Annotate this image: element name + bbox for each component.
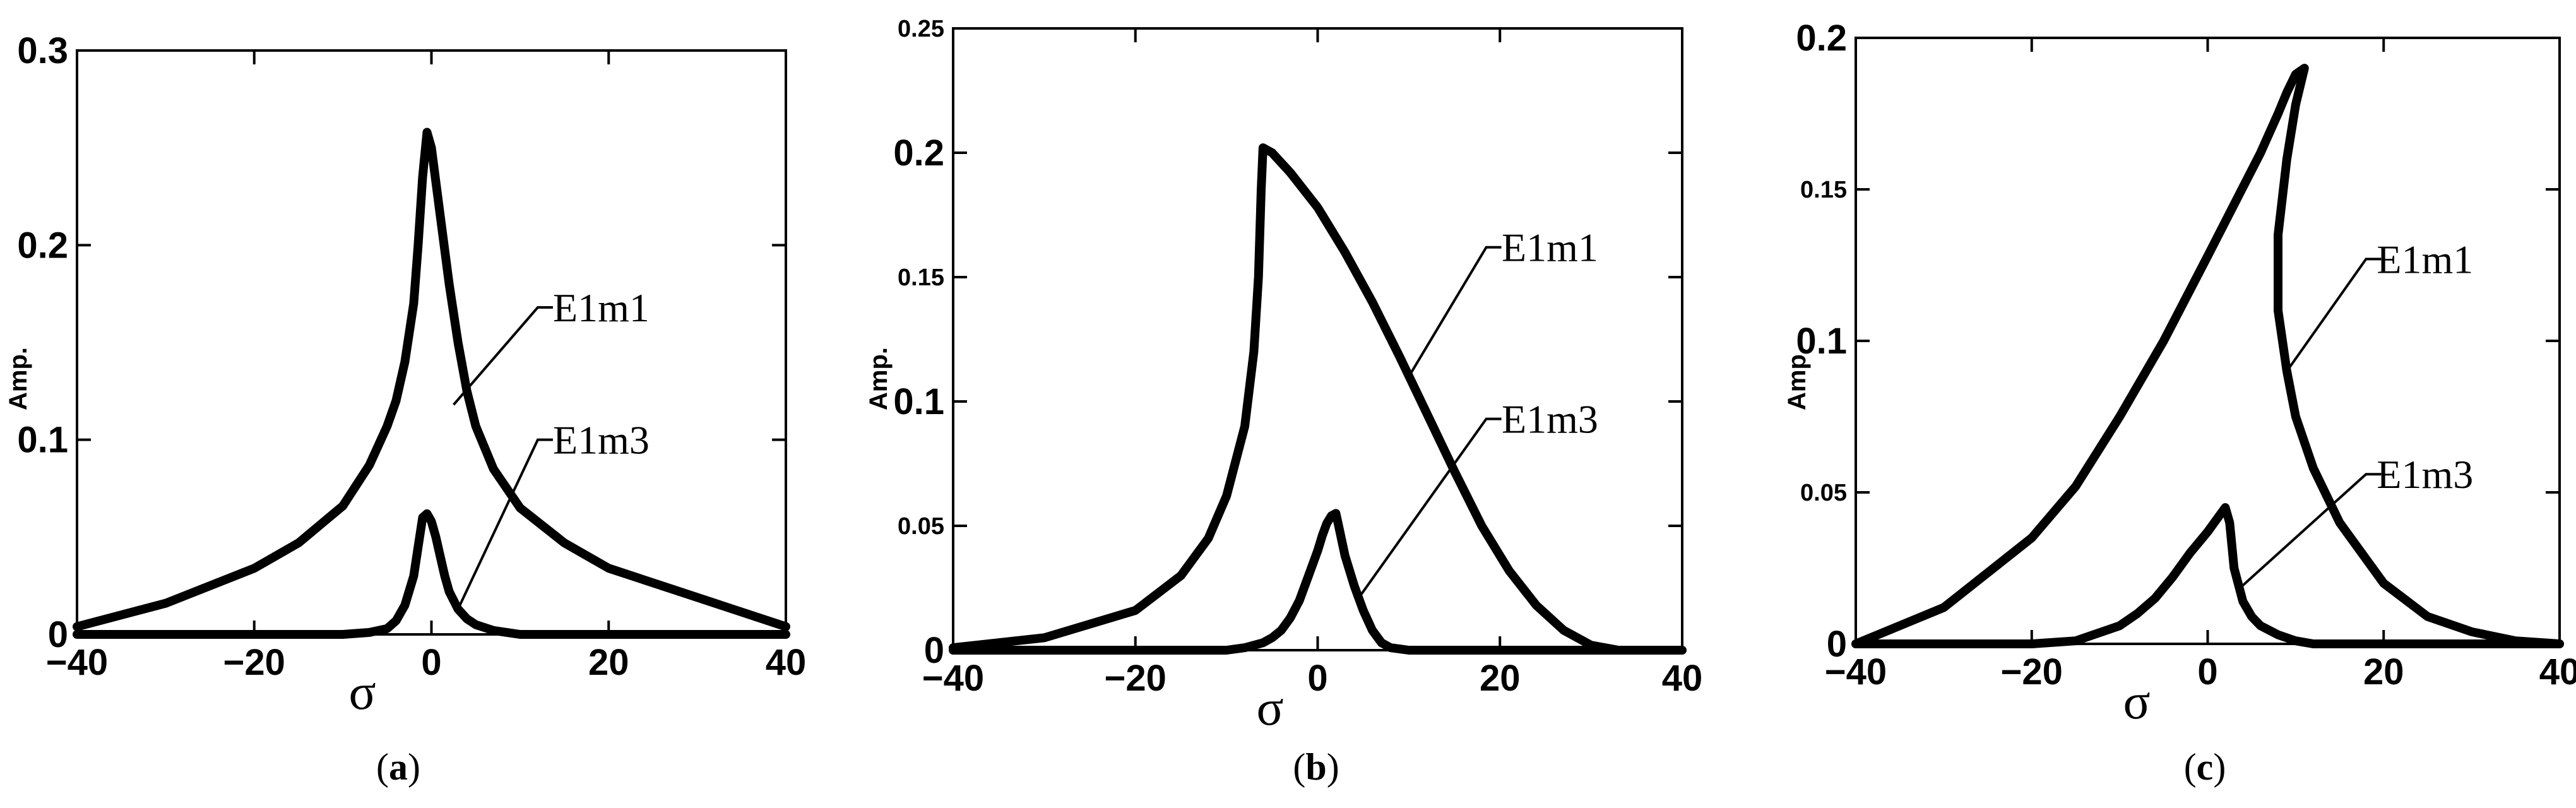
y-tick-label: 0.1	[17, 420, 68, 461]
annotation-leader	[2286, 258, 2382, 372]
y-tick-label: 0.3	[17, 30, 68, 71]
x-tick-label: 40	[766, 642, 807, 683]
y-tick-label: 0.1	[893, 381, 944, 422]
x-tick-label: 0	[2197, 651, 2217, 692]
y-tick-label: 0.1	[1796, 321, 1847, 362]
y-tick-label: 0.2	[1796, 18, 1847, 59]
series-line-e1m3	[949, 509, 1687, 655]
y-tick-label: 0.15	[1800, 177, 1847, 203]
panel-caption: (c)	[2184, 746, 2226, 788]
y-tick-label: 0.05	[1800, 480, 1847, 506]
series-label-e1m1: E1m1	[2377, 237, 2473, 282]
plot-frame	[1855, 37, 2561, 645]
series-label-e1m3: E1m3	[553, 418, 650, 463]
panel-caption: (b)	[1293, 746, 1339, 788]
series-line-e1m3	[73, 509, 790, 639]
series-line-e1m1	[1851, 64, 2564, 648]
series-line-e1m3	[1851, 503, 2564, 648]
x-tick-label: 20	[2363, 651, 2404, 692]
x-tick-label: −20	[1105, 658, 1166, 699]
series-line-e1m1	[73, 128, 790, 631]
x-tick-label: −40	[922, 658, 984, 699]
y-tick-label: 0	[48, 614, 68, 655]
y-axis-label: Amp.	[4, 347, 32, 410]
panel-a: −40 −20 0 20 40 0 0.1 0.2 0.3 Amp. σ E1m1 E1m3 (a)	[4, 30, 806, 788]
y-tick-label: 0.05	[898, 513, 944, 540]
x-axis-label: σ	[2123, 674, 2150, 730]
x-tick-label: 0	[421, 642, 441, 683]
y-tick-label: 0	[924, 630, 944, 671]
y-tick-label: 0	[1827, 624, 1847, 665]
y-tick-label: 0.2	[893, 133, 944, 174]
x-tick-label: 0	[1307, 658, 1327, 699]
x-tick-label: 40	[2539, 651, 2576, 692]
annotation-leader	[453, 306, 553, 406]
x-axis-label: σ	[348, 665, 376, 720]
annotation-leader	[1357, 417, 1502, 599]
x-tick-label: −40	[46, 642, 108, 683]
y-axis-label: Amp.	[1783, 347, 1811, 410]
x-tick-label: −40	[1825, 651, 1887, 692]
y-axis-label: Amp.	[865, 347, 893, 410]
series-line-e1m1	[949, 143, 1623, 655]
x-tick-label: 20	[588, 642, 629, 683]
series-label-e1m1: E1m1	[1502, 225, 1598, 270]
x-tick-label: 20	[1480, 658, 1521, 699]
y-tick-label: 0.15	[898, 264, 944, 291]
series-label-e1m1: E1m1	[553, 285, 650, 330]
x-tick-label: −20	[2001, 651, 2063, 692]
x-tick-label: −20	[223, 642, 285, 683]
series-label-e1m3: E1m3	[2377, 452, 2473, 497]
panel-caption: (a)	[376, 746, 420, 788]
y-tick-label: 0.25	[898, 16, 944, 42]
panel-c: −40 −20 0 20 40 0 0.05 0.1 0.15 0.2 Amp. σ E1m1 E1m3 (…	[1783, 18, 2576, 788]
annotation-leader	[1408, 246, 1502, 377]
panel-b: −40 −20 0 20 40 0 0.05 0.1 0.15 0.2 0.25 Amp. σ E1m1 E…	[865, 16, 1702, 788]
series-label-e1m3: E1m3	[1502, 397, 1598, 442]
annotation-leader	[456, 438, 553, 610]
annotation-leader	[2237, 473, 2382, 591]
y-tick-label: 0.2	[17, 225, 68, 266]
x-axis-label: σ	[1256, 680, 1283, 736]
x-tick-label: 40	[1662, 658, 1703, 699]
